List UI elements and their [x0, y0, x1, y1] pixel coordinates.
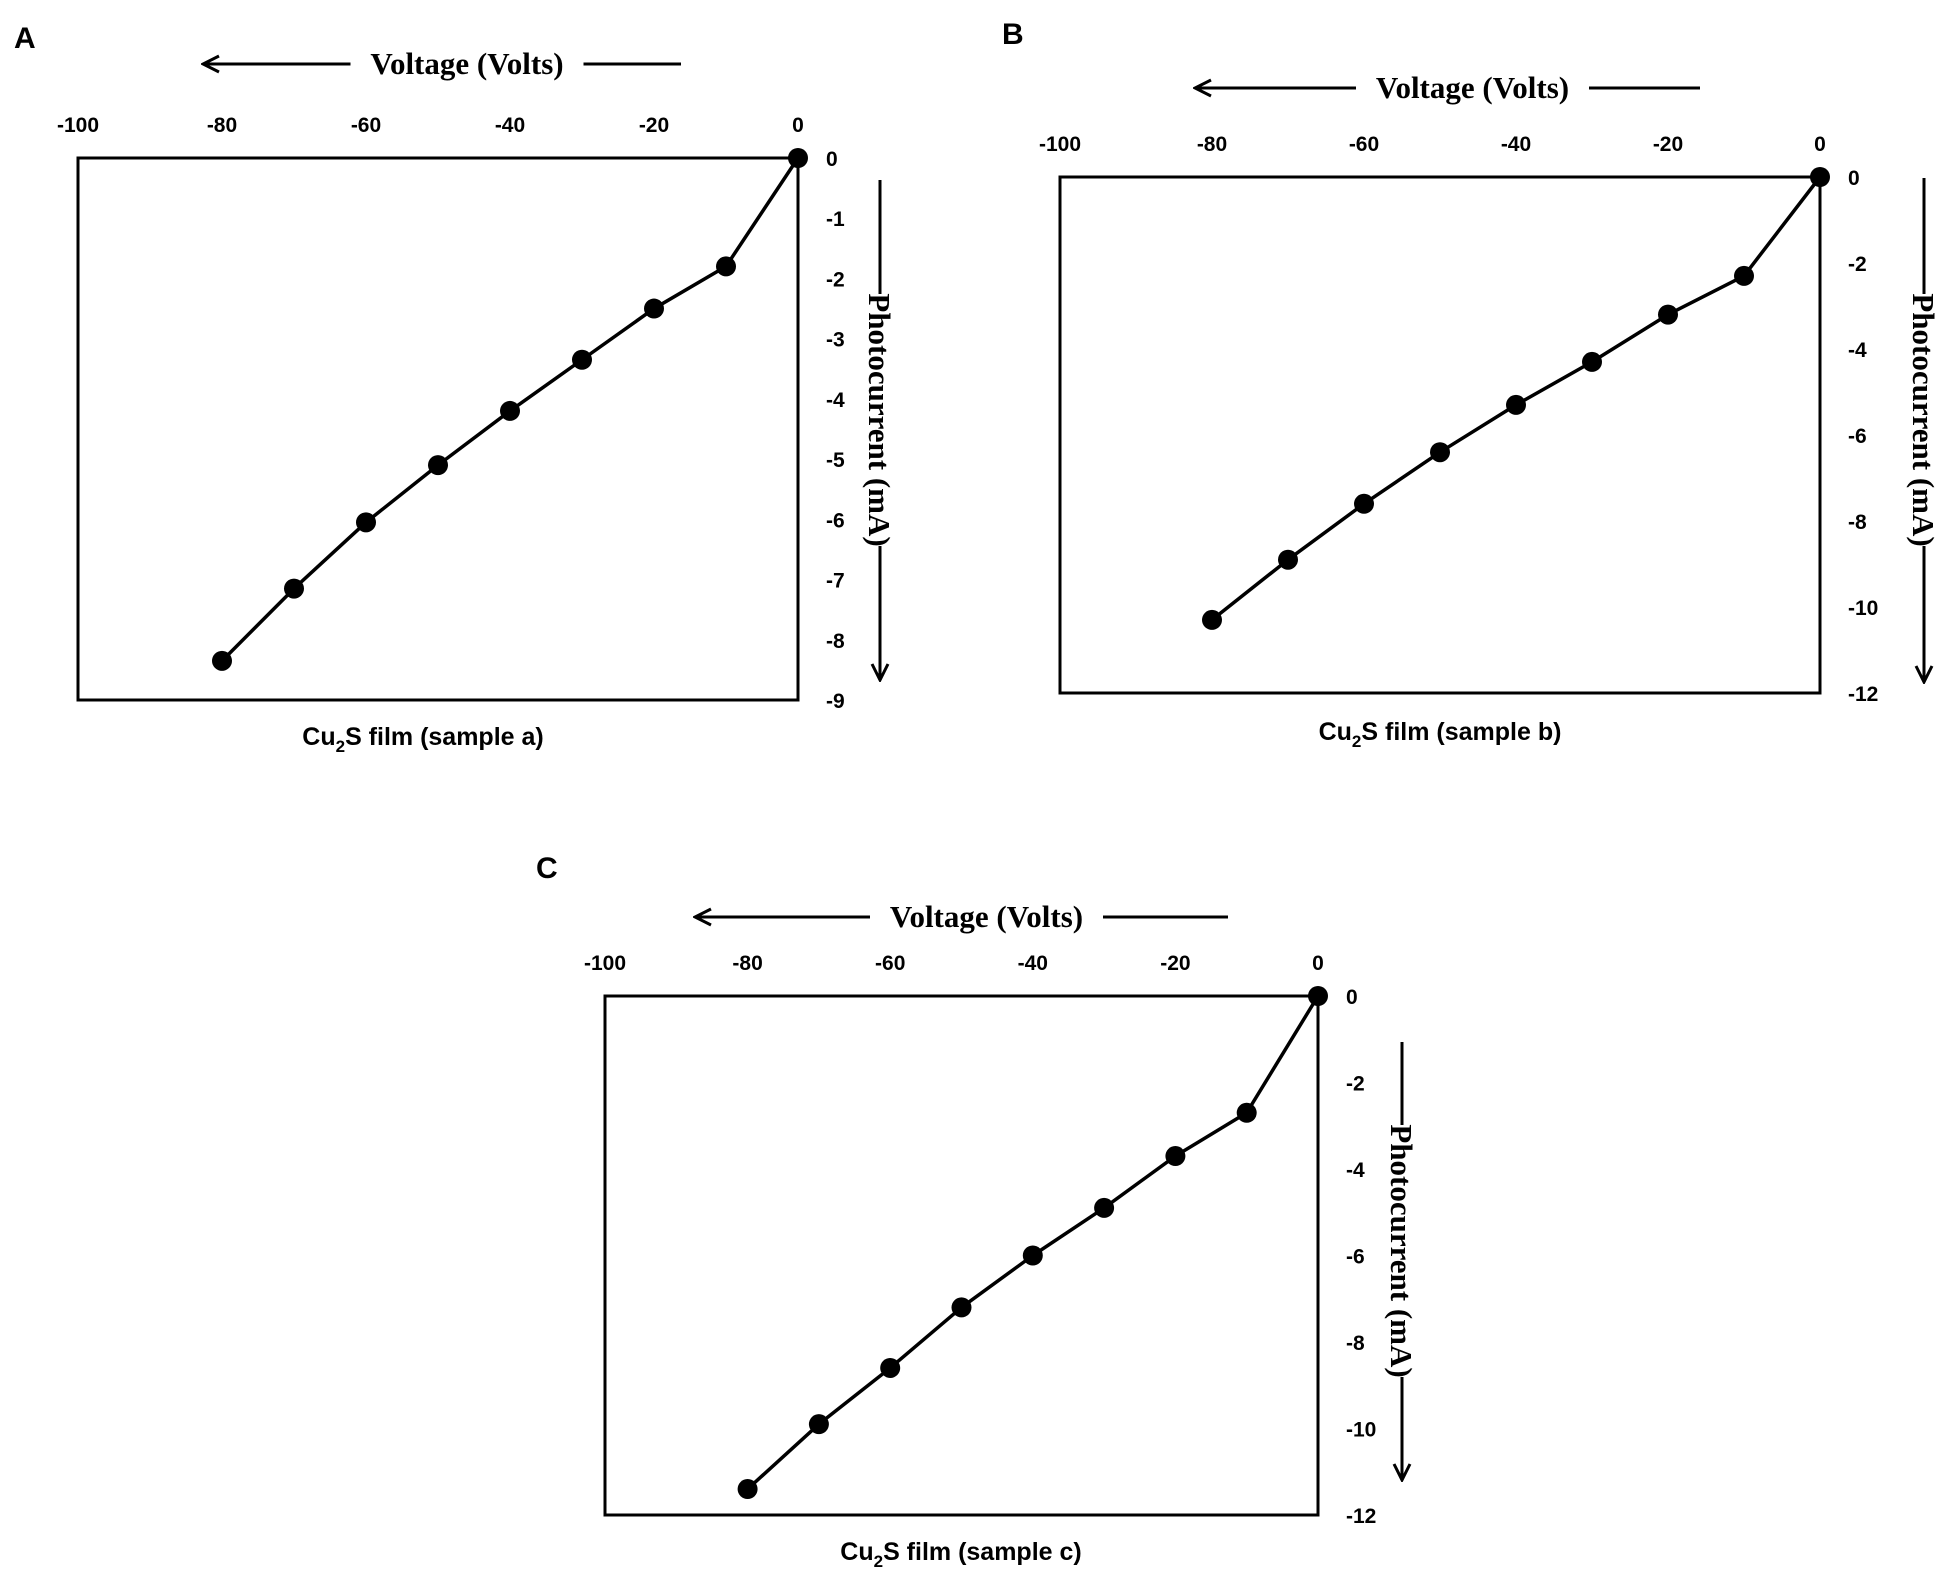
y-tick-label: 0: [1346, 986, 1358, 1009]
data-point: [1734, 265, 1754, 286]
series-line: [746, 995, 1320, 1491]
x-tick-label: -40: [1018, 952, 1048, 975]
x-tick-label: -60: [875, 952, 905, 975]
data-point: [1165, 1146, 1186, 1167]
chart-caption: Cu2S film (sample c): [840, 1538, 1081, 1571]
caption-subscript: 2: [1352, 732, 1361, 751]
x-tick-label: -100: [57, 114, 99, 137]
panel-label: A: [14, 22, 36, 55]
data-point: [1278, 549, 1298, 570]
x-tick-label: -100: [584, 952, 626, 975]
data-point: [880, 1357, 901, 1378]
data-point: [1354, 493, 1374, 514]
y-tick-label: -4: [1848, 339, 1867, 362]
data-point: [788, 148, 808, 168]
y-tick-label: -2: [826, 268, 845, 291]
caption-prefix: Cu: [1319, 718, 1352, 746]
data-point: [1810, 167, 1830, 187]
data-point: [1658, 304, 1678, 325]
data-point: [356, 512, 376, 533]
x-tick-label: -20: [639, 114, 669, 137]
data-point: [1430, 442, 1450, 463]
data-point: [212, 650, 232, 671]
chart-panel-a: A -100 -80 -60 -40 -20 00 -1 -2 -3 -4 -5 -6 -7 -8 -9 Vol…: [14, 22, 897, 756]
chart-caption: Cu2S film (sample a): [302, 723, 543, 756]
caption-prefix: Cu: [302, 723, 335, 751]
panel-label: C: [536, 852, 558, 885]
y-tick-label: -6: [1346, 1246, 1365, 1269]
y-tick-label: 0: [1848, 167, 1860, 190]
y-tick-label: -10: [1848, 597, 1878, 620]
data-point: [500, 400, 520, 421]
y-tick-label: -12: [1346, 1505, 1376, 1528]
y-tick-label: -5: [826, 449, 845, 472]
panel-label: B: [1002, 18, 1024, 51]
x-tick-label: -80: [732, 952, 762, 975]
x-tick-label: -60: [1349, 133, 1379, 156]
plot-frame: [603, 994, 1320, 1517]
y-tick-label: -4: [826, 389, 845, 412]
y-tick-label: -3: [826, 329, 845, 352]
caption-suffix: S film (sample a): [345, 723, 544, 751]
y-axis-title: Photocurrent (mA): [1384, 1124, 1419, 1377]
y-tick-label: -6: [1848, 425, 1867, 448]
plot-frame: [76, 156, 800, 702]
data-point: [1582, 351, 1602, 372]
data-point: [716, 256, 736, 277]
y-tick-label: -2: [1848, 253, 1867, 276]
x-tick-label: -60: [351, 114, 381, 137]
data-point: [808, 1414, 829, 1435]
chart-caption: Cu2S film (sample b): [1319, 718, 1562, 751]
x-tick-label: 0: [1814, 133, 1826, 156]
y-tick-label: -6: [826, 509, 845, 532]
y-tick-label: -7: [826, 570, 845, 593]
y-tick-label: -10: [1346, 1419, 1376, 1442]
x-tick-label: -20: [1160, 952, 1190, 975]
data-point: [1202, 609, 1222, 630]
chart-panel-b: B -100 -80 -60 -40 -20 00 -2 -4 -6 -8 -10 -12 Voltage…: [1002, 18, 1941, 751]
caption-prefix: Cu: [840, 1538, 873, 1566]
x-tick-label: -20: [1653, 133, 1683, 156]
data-point: [1022, 1245, 1043, 1266]
data-point: [284, 578, 304, 599]
x-tick-label: -40: [495, 114, 525, 137]
caption-subscript: 2: [874, 1552, 883, 1571]
x-tick-label: -80: [1197, 133, 1227, 156]
y-tick-label: -12: [1848, 683, 1878, 706]
x-tick-label: -40: [1501, 133, 1531, 156]
caption-suffix: S film (sample b): [1361, 718, 1561, 746]
data-point: [644, 298, 664, 319]
data-point: [951, 1297, 972, 1318]
y-tick-label: -8: [1346, 1332, 1365, 1355]
plot-frame: [1058, 175, 1822, 695]
x-axis-title: Voltage (Volts): [1376, 70, 1569, 105]
data-point: [1236, 1102, 1257, 1123]
y-axis-title: Photocurrent (mA): [1906, 293, 1941, 546]
y-tick-label: 0: [826, 148, 838, 171]
y-tick-label: -1: [826, 208, 845, 231]
y-tick-label: -4: [1346, 1159, 1365, 1182]
caption-subscript: 2: [336, 737, 345, 756]
y-tick-label: -2: [1346, 1073, 1365, 1096]
caption-suffix: S film (sample c): [883, 1538, 1082, 1566]
x-tick-label: -100: [1039, 133, 1081, 156]
data-point: [572, 349, 592, 370]
data-point: [737, 1479, 758, 1500]
data-point: [1094, 1197, 1115, 1218]
y-tick-label: -9: [826, 690, 845, 713]
y-axis-title: Photocurrent (mA): [862, 293, 897, 546]
data-point: [1506, 394, 1526, 415]
y-tick-label: -8: [826, 630, 845, 653]
x-tick-label: -80: [207, 114, 237, 137]
y-tick-label: -8: [1848, 511, 1867, 534]
chart-panel-c: C -100 -80 -60 -40 -20 00 -2 -4 -6 -8 -10 -12 Voltage…: [536, 852, 1419, 1571]
data-point: [1308, 986, 1328, 1006]
x-axis-title: Voltage (Volts): [890, 899, 1083, 934]
x-tick-label: 0: [792, 114, 804, 137]
x-tick-label: 0: [1312, 952, 1324, 975]
data-point: [428, 455, 448, 476]
x-axis-title: Voltage (Volts): [370, 46, 563, 81]
